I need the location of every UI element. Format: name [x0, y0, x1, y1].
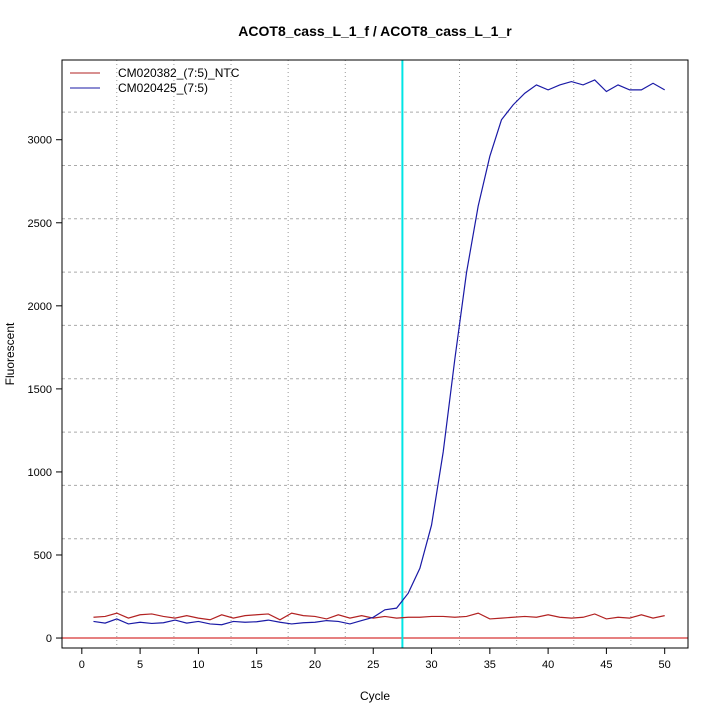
x-axis-label: Cycle — [360, 689, 390, 703]
x-tick-label: 40 — [542, 659, 554, 671]
x-tick-label: 35 — [484, 659, 496, 671]
x-tick-label: 50 — [659, 659, 671, 671]
x-tick-label: 20 — [309, 659, 321, 671]
grid — [62, 60, 689, 648]
series-line-1 — [93, 79, 665, 626]
x-tick-label: 25 — [367, 659, 379, 671]
y-axis-label: Fluorescent — [3, 322, 17, 385]
y-tick-label: 1500 — [28, 384, 52, 396]
axes: 0 5 10 15 20 25 30 35 40 45 5005001000150020002500… — [28, 59, 689, 671]
plot-frame — [61, 59, 689, 649]
x-tick-label: 10 — [192, 659, 204, 671]
legend: CM020382_(7:5)_NTC CM020425_(7:5) — [70, 66, 240, 95]
x-tick-label: 15 — [251, 659, 263, 671]
x-tick-label: 5 — [137, 659, 143, 671]
y-tick-label: 3000 — [28, 135, 52, 147]
y-tick-label: 500 — [34, 550, 52, 562]
x-tick-label: 0 — [79, 659, 85, 671]
legend-label-sample: CM020425_(7:5) — [118, 81, 208, 95]
y-tick-label: 1000 — [28, 467, 52, 479]
x-tick-label: 45 — [600, 659, 612, 671]
x-tick-label: 30 — [425, 659, 437, 671]
chart-title: ACOT8_cass_L_1_f / ACOT8_cass_L_1_r — [238, 23, 512, 39]
legend-label-ntc: CM020382_(7:5)_NTC — [118, 66, 240, 80]
y-tick-label: 0 — [46, 633, 52, 645]
series-line-0 — [93, 612, 665, 621]
plot-marks — [62, 60, 688, 648]
y-tick-label: 2500 — [28, 218, 52, 230]
y-tick-label: 2000 — [28, 301, 52, 313]
